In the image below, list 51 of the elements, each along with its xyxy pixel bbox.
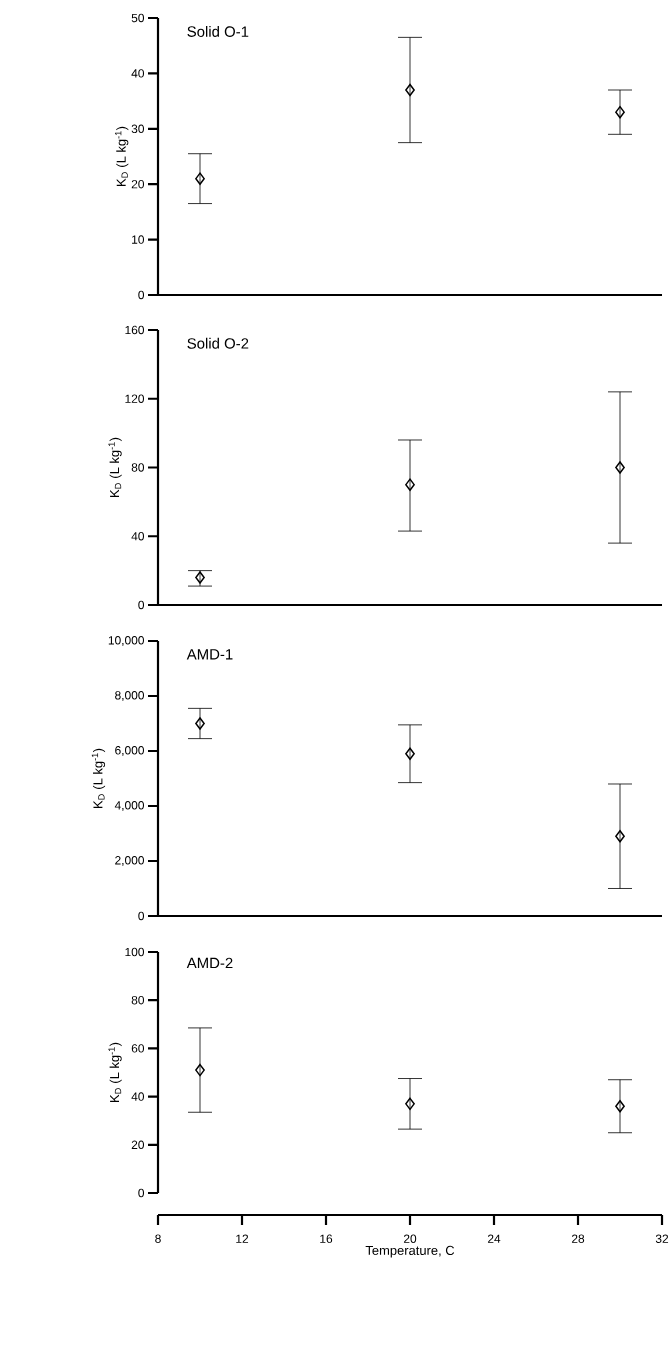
y-axis-title: K$_{D}$ (L kg$^{-1}$) — [108, 437, 122, 497]
y-tick-label: 4,000 — [114, 801, 145, 811]
point — [615, 1099, 625, 1113]
chart-title: AMD-1 — [186, 649, 233, 660]
y-tick-label: 40 — [131, 69, 145, 78]
x-tick-label: 20 — [403, 1234, 417, 1243]
y-tick-label: 2,000 — [115, 856, 145, 866]
y-axis-title: K$_{D}$ (L kg$^{-1}$) — [108, 1042, 122, 1102]
y-tick-label: 20 — [131, 1140, 145, 1150]
y-tick-label: 0 — [138, 600, 145, 610]
y-axis-title: K$_{D}$ (L kg$^{-1}$) — [115, 126, 129, 186]
point — [615, 461, 625, 474]
point — [405, 83, 415, 97]
y-tick-label: 0 — [138, 911, 145, 921]
point — [615, 105, 625, 119]
y-tick-label: 120 — [125, 394, 145, 403]
y-tick-label: 30 — [131, 124, 145, 134]
chart-title: Solid O-1 — [187, 25, 249, 37]
point — [405, 478, 415, 491]
x-tick-label: 12 — [236, 1234, 249, 1243]
y-tick-label: 100 — [125, 947, 145, 957]
point — [195, 1063, 205, 1077]
x-tick-label: 28 — [571, 1234, 585, 1243]
point — [615, 829, 625, 843]
x-axis-title: Temperature, C — [365, 1245, 455, 1258]
x-tick-label: 24 — [487, 1234, 501, 1243]
y-tick-label: 160 — [125, 325, 145, 335]
point — [405, 747, 415, 760]
y-tick-label: 0 — [138, 290, 145, 300]
point — [195, 571, 205, 584]
y-tick-label: 60 — [131, 1044, 145, 1053]
chart-title: AMD-2 — [186, 957, 233, 969]
y-tick-label: 10 — [132, 235, 145, 244]
x-tick-label: 16 — [320, 1234, 333, 1243]
y-tick-label: 80 — [131, 463, 145, 472]
y-tick-label: 10,000 — [108, 636, 145, 646]
y-axis-title: K$_{D}$ (L kg$^{-1}$) — [91, 748, 106, 808]
x-tick-label: 8 — [155, 1234, 161, 1243]
y-tick-label: 6,000 — [115, 746, 145, 756]
y-tick-label: 0 — [138, 1188, 145, 1198]
y-tick-label: 80 — [131, 995, 145, 1005]
x-tick-label: 32 — [655, 1234, 669, 1243]
point — [405, 1097, 415, 1111]
point — [195, 717, 205, 730]
y-tick-label: 40 — [131, 1092, 145, 1101]
chart-title: Solid O-2 — [187, 337, 249, 349]
y-tick-label: 50 — [131, 13, 145, 23]
y-tick-label: 20 — [131, 179, 145, 189]
y-tick-label: 40 — [131, 532, 145, 541]
y-tick-label: 8,000 — [115, 691, 145, 701]
point — [195, 172, 205, 185]
